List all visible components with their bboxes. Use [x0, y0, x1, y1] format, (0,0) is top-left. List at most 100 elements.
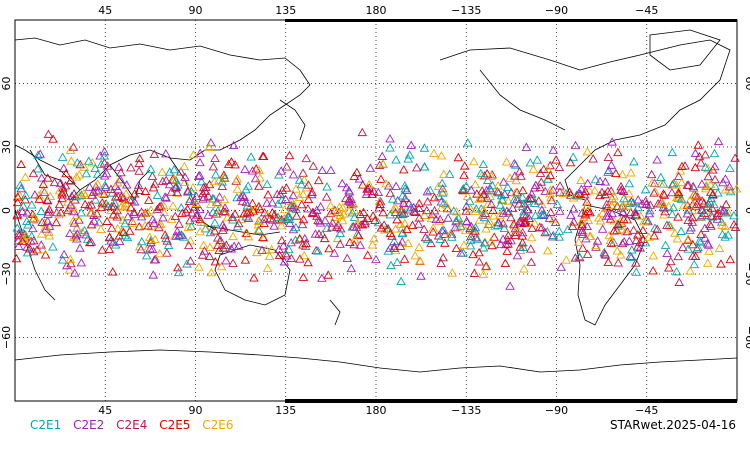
marker-c2e2 — [164, 179, 175, 189]
marker-c2e2 — [625, 251, 636, 260]
marker-c2e1 — [554, 232, 565, 241]
marker-c2e6 — [21, 230, 31, 240]
marker-c2e5 — [134, 185, 144, 194]
marker-c2e1 — [590, 174, 601, 184]
marker-c2e6 — [617, 169, 628, 179]
marker-c2e5 — [503, 239, 513, 248]
marker-c2e4 — [649, 188, 659, 197]
marker-c2e5 — [367, 189, 377, 199]
marker-c2e2 — [259, 214, 270, 223]
marker-c2e6 — [528, 164, 539, 173]
marker-c2e2 — [361, 189, 372, 198]
marker-c2e5 — [357, 180, 368, 189]
marker-c2e6 — [503, 196, 514, 205]
marker-c2e4 — [673, 251, 683, 261]
marker-c2e6 — [92, 179, 103, 188]
marker-c2e2 — [317, 273, 327, 282]
marker-c2e1 — [536, 210, 547, 219]
marker-c2e5 — [109, 201, 119, 211]
marker-c2e5 — [580, 210, 591, 219]
marker-c2e6 — [493, 181, 503, 190]
marker-c2e2 — [703, 240, 714, 249]
marker-c2e5 — [281, 183, 292, 192]
marker-c2e1 — [502, 182, 513, 191]
marker-c2e4 — [678, 242, 688, 251]
marker-c2e6 — [612, 246, 622, 255]
marker-c2e1 — [465, 240, 476, 250]
lon-tick-label-top: −45 — [635, 4, 658, 17]
marker-c2e4 — [143, 221, 153, 230]
marker-c2e6 — [486, 237, 496, 246]
marker-c2e2 — [320, 215, 330, 225]
marker-c2e4 — [298, 168, 308, 177]
marker-c2e5 — [177, 208, 188, 217]
marker-c2e2 — [65, 200, 76, 209]
marker-c2e2 — [377, 151, 388, 160]
marker-c2e1 — [22, 216, 32, 225]
lat-tick-label-left: 30 — [0, 140, 13, 154]
marker-c2e4 — [536, 177, 547, 186]
marker-c2e5 — [690, 162, 701, 172]
marker-c2e1 — [713, 188, 723, 197]
marker-c2e6 — [672, 234, 683, 243]
marker-c2e2 — [190, 213, 200, 222]
marker-c2e5 — [677, 161, 687, 170]
marker-c2e4 — [243, 213, 254, 222]
marker-c2e1 — [291, 222, 301, 232]
marker-c2e4 — [502, 206, 512, 215]
marker-c2e6 — [255, 173, 265, 182]
marker-c2e1 — [277, 195, 287, 204]
marker-c2e6 — [367, 240, 378, 249]
marker-c2e5 — [284, 150, 295, 160]
marker-c2e4 — [308, 161, 319, 170]
marker-c2e2 — [507, 203, 518, 212]
marker-c2e5 — [51, 217, 62, 227]
marker-c2e2 — [505, 281, 515, 290]
marker-c2e1 — [720, 232, 730, 241]
marker-c2e2 — [365, 163, 376, 172]
marker-c2e4 — [640, 196, 651, 205]
marker-c2e4 — [374, 160, 385, 169]
marker-c2e2 — [546, 195, 557, 205]
marker-c2e2 — [538, 210, 549, 219]
marker-c2e1 — [48, 242, 58, 251]
marker-c2e1 — [444, 169, 455, 178]
marker-c2e2 — [521, 142, 532, 151]
marker-c2e6 — [462, 191, 473, 200]
marker-c2e2 — [607, 137, 617, 146]
marker-c2e2 — [713, 136, 724, 146]
marker-c2e2 — [618, 207, 628, 217]
marker-c2e6 — [439, 187, 449, 196]
marker-c2e4 — [374, 203, 384, 212]
marker-c2e5 — [263, 189, 273, 199]
marker-c2e6 — [678, 201, 689, 210]
marker-c2e5 — [124, 194, 135, 204]
marker-c2e4 — [208, 162, 219, 171]
marker-c2e5 — [116, 192, 127, 201]
marker-c2e1 — [76, 208, 87, 217]
marker-c2e4 — [600, 249, 610, 258]
marker-c2e5 — [324, 243, 334, 253]
marker-c2e2 — [700, 233, 710, 242]
marker-c2e1 — [629, 156, 639, 166]
marker-c2e5 — [118, 193, 129, 203]
marker-c2e4 — [84, 201, 94, 210]
marker-c2e6 — [410, 251, 420, 260]
lat-tick-label-right: 0 — [743, 207, 750, 214]
marker-c2e2 — [285, 218, 295, 227]
marker-c2e5 — [210, 256, 221, 266]
marker-c2e6 — [64, 265, 75, 274]
marker-c2e5 — [378, 207, 388, 217]
marker-c2e4 — [506, 212, 516, 222]
marker-c2e6 — [141, 245, 152, 254]
marker-c2e2 — [17, 206, 28, 215]
marker-c2e2 — [389, 241, 400, 251]
marker-c2e2 — [136, 212, 147, 221]
marker-c2e6 — [644, 232, 654, 241]
marker-c2e1 — [510, 160, 521, 169]
marker-c2e2 — [62, 260, 72, 270]
marker-c2e2 — [195, 157, 205, 167]
marker-c2e5 — [399, 254, 410, 263]
marker-c2e1 — [676, 226, 686, 235]
marker-c2e1 — [76, 190, 87, 199]
